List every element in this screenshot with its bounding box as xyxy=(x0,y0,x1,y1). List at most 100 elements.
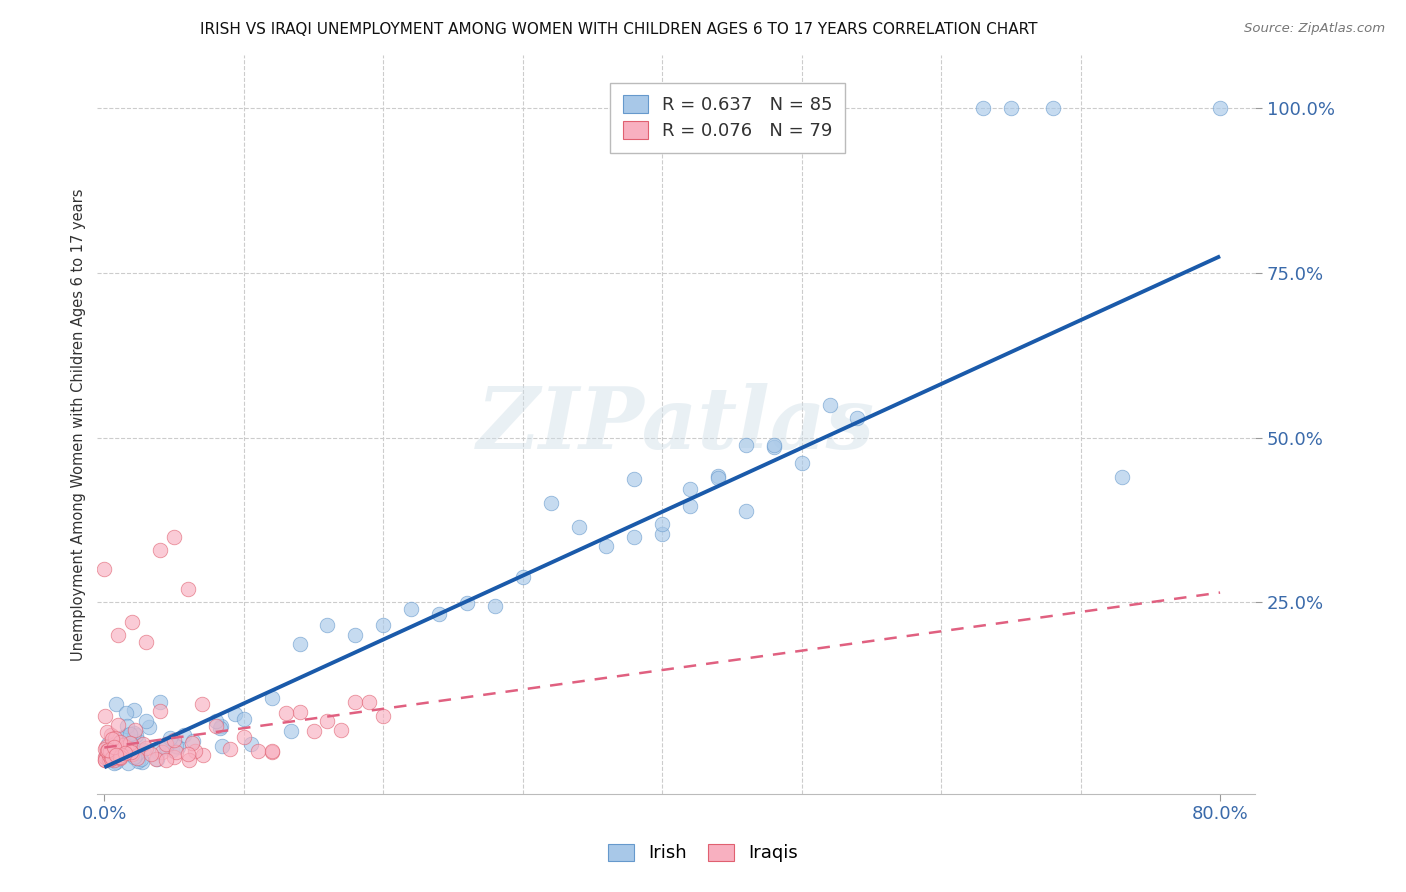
Point xyxy=(846,410,869,425)
Point xyxy=(108,744,131,758)
Point xyxy=(132,737,155,751)
Point xyxy=(205,714,228,729)
Point xyxy=(567,520,589,534)
Point xyxy=(114,706,136,720)
Point xyxy=(260,745,283,759)
Point xyxy=(239,737,262,751)
Point xyxy=(97,737,120,751)
Point xyxy=(94,739,117,754)
Point xyxy=(208,721,231,735)
Point xyxy=(121,615,143,630)
Point xyxy=(149,542,172,557)
Point xyxy=(316,617,339,632)
Point xyxy=(108,735,131,749)
Point xyxy=(707,468,730,483)
Y-axis label: Unemployment Among Women with Children Ages 6 to 17 years: Unemployment Among Women with Children A… xyxy=(72,188,86,661)
Point xyxy=(100,744,122,758)
Point xyxy=(107,628,129,642)
Point xyxy=(121,738,143,752)
Point xyxy=(107,718,129,732)
Point xyxy=(540,496,562,510)
Point xyxy=(94,742,117,756)
Point xyxy=(218,741,240,756)
Point xyxy=(177,753,200,767)
Text: ZIPatlas: ZIPatlas xyxy=(477,383,875,467)
Legend: R = 0.637   N = 85, R = 0.076   N = 79: R = 0.637 N = 85, R = 0.076 N = 79 xyxy=(610,83,845,153)
Point xyxy=(790,456,813,470)
Point xyxy=(108,737,131,751)
Point xyxy=(191,697,214,711)
Point xyxy=(167,739,190,754)
Point xyxy=(131,755,153,769)
Point xyxy=(205,719,228,733)
Point xyxy=(110,741,132,756)
Point xyxy=(191,748,214,763)
Point xyxy=(165,745,187,759)
Point xyxy=(114,739,136,754)
Point xyxy=(288,705,311,719)
Point xyxy=(155,739,177,754)
Point xyxy=(651,527,673,541)
Point xyxy=(302,724,325,739)
Point xyxy=(103,753,125,767)
Point xyxy=(139,747,162,761)
Point xyxy=(101,731,124,746)
Point xyxy=(108,751,131,765)
Point xyxy=(94,753,117,767)
Point xyxy=(97,747,120,762)
Point xyxy=(93,709,115,723)
Point xyxy=(145,751,167,765)
Point xyxy=(246,744,269,758)
Point xyxy=(288,636,311,650)
Point xyxy=(359,695,381,709)
Legend: Irish, Iraqis: Irish, Iraqis xyxy=(600,837,806,870)
Point xyxy=(159,731,181,745)
Point xyxy=(484,599,506,613)
Point xyxy=(105,697,128,711)
Point xyxy=(132,743,155,757)
Point xyxy=(93,753,115,767)
Point xyxy=(124,749,146,764)
Point xyxy=(623,472,645,486)
Text: IRISH VS IRAQI UNEMPLOYMENT AMONG WOMEN WITH CHILDREN AGES 6 TO 17 YEARS CORRELA: IRISH VS IRAQI UNEMPLOYMENT AMONG WOMEN … xyxy=(200,22,1038,37)
Point xyxy=(163,732,186,747)
Point xyxy=(156,738,179,752)
Point xyxy=(155,753,177,767)
Point xyxy=(108,740,131,755)
Point xyxy=(173,728,195,742)
Point xyxy=(344,627,367,641)
Point xyxy=(122,702,145,716)
Point xyxy=(165,739,187,753)
Point xyxy=(149,695,172,709)
Point xyxy=(232,730,254,744)
Point xyxy=(104,747,127,762)
Point xyxy=(135,635,157,649)
Point xyxy=(344,695,367,709)
Point xyxy=(177,747,200,761)
Point xyxy=(115,718,138,732)
Point xyxy=(98,752,121,766)
Point xyxy=(155,737,177,751)
Point xyxy=(211,739,233,753)
Point xyxy=(117,756,139,770)
Point xyxy=(456,596,478,610)
Point xyxy=(96,744,118,758)
Point xyxy=(427,607,450,621)
Point xyxy=(111,730,134,744)
Point xyxy=(103,739,125,754)
Text: Source: ZipAtlas.com: Source: ZipAtlas.com xyxy=(1244,22,1385,36)
Point xyxy=(1042,101,1064,115)
Point xyxy=(595,539,617,553)
Point xyxy=(125,728,148,742)
Point xyxy=(124,723,146,737)
Point xyxy=(150,745,173,759)
Point xyxy=(118,736,141,750)
Point xyxy=(127,746,149,760)
Point xyxy=(115,728,138,742)
Point xyxy=(107,750,129,764)
Point xyxy=(104,756,127,770)
Point xyxy=(96,724,118,739)
Point xyxy=(104,731,127,746)
Point xyxy=(707,471,730,485)
Point xyxy=(124,750,146,764)
